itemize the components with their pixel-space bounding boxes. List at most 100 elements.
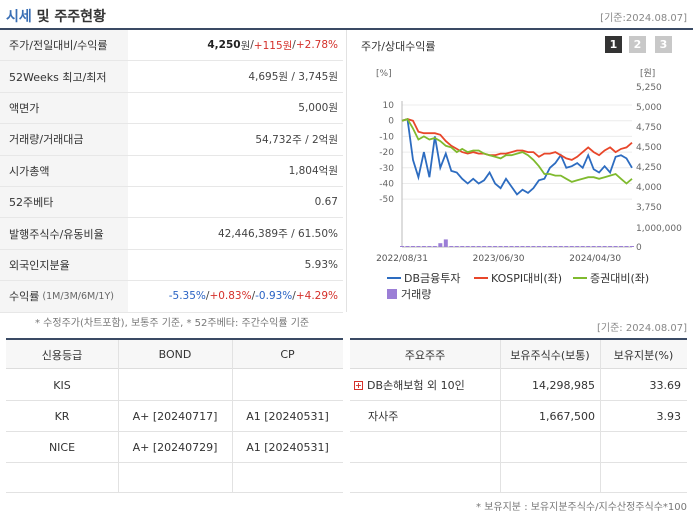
volume-bar — [624, 246, 629, 247]
row-value: 4,695원 / 3,745원 — [248, 71, 338, 84]
volume-bar — [427, 246, 432, 247]
separator: / — [250, 39, 254, 52]
holder-name: 자사주 — [368, 410, 399, 423]
row-value: 4,250 원 / +115원 / +2.78% — [207, 30, 338, 60]
table-row-divider — [6, 492, 343, 493]
x-tick-label: 2023/06/30 — [473, 254, 525, 264]
chart-period-button-1[interactable]: 1 — [605, 36, 622, 53]
volume-tick-label: 0 — [636, 243, 642, 253]
volume-bar — [630, 246, 634, 247]
table-row-divider — [6, 431, 343, 432]
table-col-divider — [600, 340, 601, 492]
legend-swatch — [387, 289, 397, 299]
volume-bar — [608, 246, 613, 247]
volume-bar — [569, 246, 574, 247]
holder-name-text: DB손해보험 외 10인 — [367, 379, 465, 392]
stock-row-beta: 52주베타 0.67 — [0, 187, 343, 219]
legend-kospi: KOSPI대비(좌) — [474, 270, 562, 286]
right-tick-label: 5,250 — [636, 83, 662, 93]
credit-table-header — [6, 338, 343, 369]
stock-row-par-value: 액면가 5,000원 — [0, 92, 343, 125]
volume-bar — [405, 246, 410, 247]
bond-rating: A+ [20240729] — [132, 440, 218, 454]
stock-row-price: 주가/전일대비/수익률 4,250 원 / +115원 / +2.78% — [0, 30, 343, 62]
header-cell: 신용등급 — [41, 348, 83, 362]
chart-period-button-2[interactable]: 2 — [629, 36, 646, 53]
table-row-divider — [6, 400, 343, 401]
volume-bar — [416, 246, 421, 247]
legend-volume: 거래량 — [387, 286, 431, 302]
volume-bar — [465, 246, 470, 247]
stock-row-volume: 거래량/거래대금 54,732주 / 2억원 — [0, 124, 343, 156]
volume-bar — [504, 246, 509, 247]
left-tick-label: -30 — [379, 164, 394, 174]
separator: / — [292, 290, 296, 303]
cp-rating: A1 [20240531] — [246, 409, 329, 423]
price-change-rate: +2.78% — [295, 39, 338, 52]
left-tick-label: -10 — [379, 132, 394, 142]
expand-plus-icon[interactable]: + — [354, 380, 363, 390]
price-value: 4,250 — [207, 39, 241, 52]
volume-bar — [476, 246, 481, 247]
row-value: 42,446,389주 / 61.50% — [217, 228, 338, 241]
legend-label: 증권대비(좌) — [590, 272, 650, 285]
right-tick-label: 4,750 — [636, 123, 662, 133]
volume-bar — [575, 246, 580, 247]
volume-bar — [454, 246, 459, 247]
section-title-rest: 및 주주현황 — [31, 9, 106, 25]
volume-bar — [536, 246, 541, 247]
volume-bar — [410, 246, 415, 247]
cp-rating — [232, 370, 343, 400]
volume-bar — [580, 246, 585, 247]
row-label: 시가총액 — [0, 155, 128, 186]
return-1m: -5.35% — [168, 290, 206, 303]
series-line-2 — [401, 118, 633, 185]
row-value: -5.35% / +0.83% / -0.93% / +4.29% — [169, 281, 338, 311]
volume-bar — [460, 246, 465, 247]
separator: / — [205, 290, 210, 303]
volume-bar — [493, 246, 498, 247]
holder-name: + DB손해보험 외 10인 — [354, 370, 500, 400]
holder-pct: 3.93 — [656, 409, 682, 423]
volume-bar — [613, 246, 618, 247]
right-tick-label: 4,250 — [636, 163, 662, 173]
volume-bar — [525, 246, 530, 247]
separator: / — [292, 39, 296, 52]
bond-rating — [118, 370, 232, 400]
left-tick-label: -40 — [379, 179, 394, 189]
price-change: +115원 — [253, 39, 293, 52]
legend-swatch — [474, 277, 488, 279]
series-line-0 — [401, 117, 633, 196]
volume-bar — [564, 246, 569, 247]
table-row-divider — [350, 462, 687, 463]
volume-bar — [547, 246, 552, 247]
holder-shares: 1,667,500 — [539, 409, 595, 423]
bond-rating: A+ [20240717] — [132, 409, 218, 423]
right-tick-label: 5,000 — [636, 103, 662, 113]
volume-bar — [432, 246, 437, 247]
right-tick-label: 3,750 — [636, 203, 662, 213]
header-cell: BOND — [158, 348, 192, 361]
volume-bar — [619, 246, 624, 247]
right-tick-label: 4,000 — [636, 183, 662, 193]
stock-footnote: * 수정주가(차트포함), 보통주 기준, * 52주베타: 주간수익률 기준 — [35, 318, 310, 329]
row-value: 0.67 — [314, 196, 338, 209]
header-cell: 보유지분(%) — [613, 348, 674, 362]
column-divider — [346, 30, 347, 312]
relative-return-chart: [%] [원] 10 0 -10 -20 -30 -40 -50 5,250 5,000 4,750 4… — [376, 68, 682, 264]
header-cell: CP — [280, 348, 295, 361]
volume-bar — [509, 246, 514, 247]
row-label: 수익률 (1M/3M/6M/1Y) — [0, 281, 128, 312]
separator: / — [251, 290, 256, 303]
chart-period-button-3[interactable]: 3 — [655, 36, 672, 53]
table-row-divider — [350, 400, 687, 401]
legend-label: KOSPI대비(좌) — [491, 272, 563, 285]
table-col-divider — [232, 340, 233, 492]
return-6m: -0.93% — [255, 290, 293, 303]
price-unit: 원 — [240, 39, 251, 52]
row-value: 5.93% — [304, 258, 338, 271]
table-col-divider — [500, 340, 501, 492]
section-title-highlight: 시세 — [6, 9, 32, 25]
stock-row-shares: 발행주식수/유동비율 42,446,389주 / 61.50% — [0, 218, 343, 250]
row-label: 발행주식수/유동비율 — [0, 218, 128, 249]
